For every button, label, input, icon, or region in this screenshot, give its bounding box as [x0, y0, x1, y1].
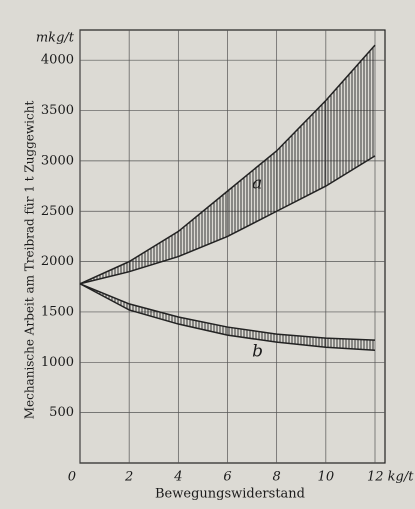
- y-tick-label: 2500: [41, 204, 74, 219]
- y-tick-label: 1500: [41, 304, 74, 319]
- x-tick-label: 2: [124, 470, 133, 485]
- band-lower-line: [79, 155, 376, 285]
- x-tick-label: 4: [173, 470, 182, 485]
- x-tick-label: 8: [273, 470, 281, 485]
- series-label: a: [252, 173, 262, 193]
- band-upper-line: [79, 44, 376, 285]
- x-tick-label: 6: [223, 470, 231, 485]
- x-tick-label: 0: [68, 470, 76, 485]
- y-tick-label: 3500: [41, 103, 74, 118]
- y-tick-label: 1000: [41, 355, 74, 370]
- band-lower-line: [79, 283, 376, 351]
- y-tick-label: 4000: [41, 53, 74, 68]
- x-tick-label: 10: [318, 470, 335, 485]
- y-tick-label: 3000: [41, 153, 74, 168]
- y-unit: mkg/t: [36, 31, 75, 46]
- y-axis-title: Mechanische Arbeit am Treibrad für 1 t Z…: [23, 101, 37, 420]
- x-tick-label: 12 kg/t: [367, 470, 414, 485]
- y-tick-label: 500: [49, 405, 74, 420]
- band-upper-line: [79, 283, 376, 341]
- series-label: b: [252, 342, 263, 362]
- x-axis-title: Bewegungswiderstand: [155, 487, 305, 502]
- y-tick-label: 2000: [41, 254, 74, 269]
- band-fill: [80, 283, 375, 351]
